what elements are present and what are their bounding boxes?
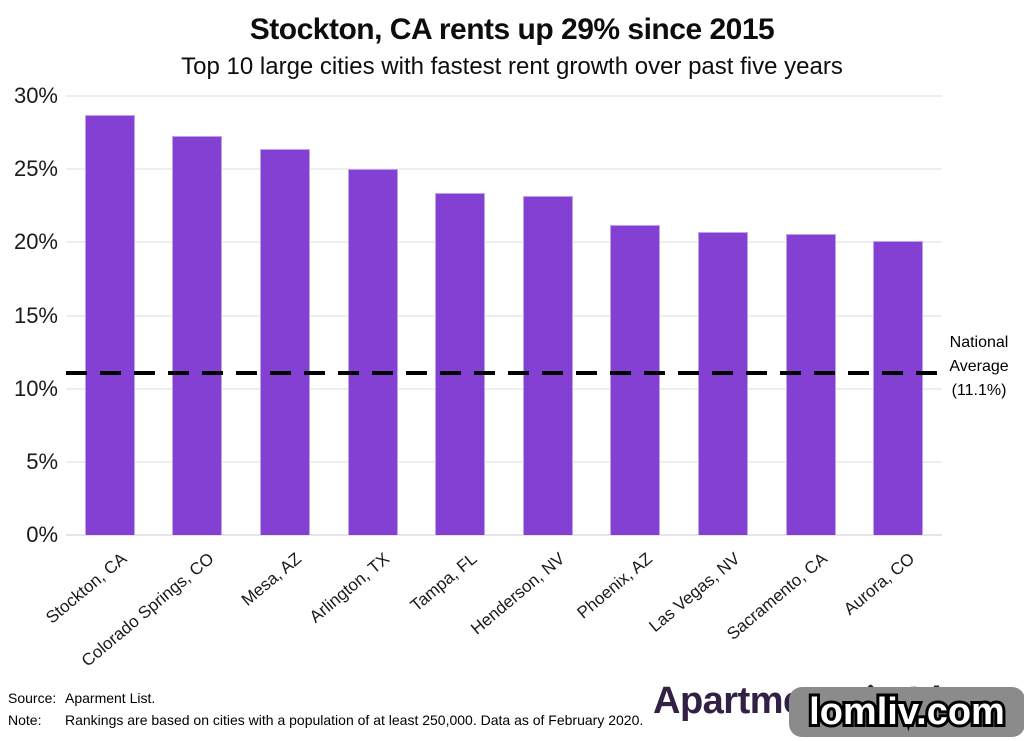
y-axis: 0% 5% 10% 15% 20% 25% 30% <box>0 84 58 547</box>
y-tick-label: 20% <box>13 229 58 255</box>
y-tick-label: 5% <box>26 448 58 474</box>
footer-notes: Source: Aparment List. Note: Rankings ar… <box>8 687 643 731</box>
source-text: Aparment List. <box>65 690 156 706</box>
bar-sacramento-ca <box>785 233 836 535</box>
x-tick-label: Arlington, TX <box>305 549 393 627</box>
national-average-label-line: (11.1%) <box>951 382 1007 399</box>
watermark-text: lomliv.com lomliv.com <box>806 690 1008 734</box>
national-average-line <box>66 370 942 375</box>
x-tick-label: Mesa, AZ <box>237 549 306 610</box>
x-tick-label: Colorado Springs, CO <box>78 549 218 671</box>
x-tick-label: Tampa, FL <box>406 549 481 616</box>
plot-area <box>66 95 942 536</box>
national-average-label: National Average (11.1%) <box>934 331 1024 403</box>
gridline <box>66 95 942 97</box>
note-text: Rankings are based on cities with a popu… <box>65 712 644 728</box>
gridline <box>66 168 942 171</box>
x-tick-label: Stockton, CA <box>41 549 131 628</box>
note-label: Note: <box>8 712 42 728</box>
y-tick-label: 25% <box>13 156 58 182</box>
bar-tampa-fl <box>435 192 486 535</box>
national-average-label-line: Average <box>949 358 1009 375</box>
y-tick-label: 0% <box>26 522 58 547</box>
chart-title: Stockton, CA rents up 29% since 2015 <box>249 13 775 46</box>
x-tick-label: Las Vegas, NV <box>644 549 744 636</box>
x-tick-label: Sacramento, CA <box>723 549 831 644</box>
bar-aurora-co <box>873 240 924 535</box>
gridline <box>66 387 942 390</box>
gridline <box>66 534 942 536</box>
x-tick-label: Aurora, CO <box>840 549 919 619</box>
chart-subtitle: Top 10 large cities with fastest rent gr… <box>181 53 843 80</box>
watermark-badge: lomliv.com lomliv.com <box>789 687 1024 737</box>
bar-las-vegas-nv <box>698 232 748 535</box>
y-tick-label: 15% <box>13 302 58 328</box>
bar-phoenix-az <box>610 224 661 535</box>
bar-stockton-ca <box>84 115 135 535</box>
bar-mesa-az <box>260 148 310 535</box>
bar-arlington-tx <box>347 169 398 535</box>
national-average-label-line: National <box>949 334 1009 351</box>
x-tick-label: Phoenix, AZ <box>573 549 656 623</box>
bar-henderson-nv <box>522 195 573 535</box>
bar-colorado-springs-co <box>172 135 223 535</box>
source-label: Source: <box>8 690 57 706</box>
y-tick-label: 10% <box>13 375 58 401</box>
gridline <box>66 241 942 244</box>
source-row: Source: Aparment List. <box>8 687 643 709</box>
gridline <box>66 460 942 463</box>
gridline <box>66 314 942 317</box>
y-tick-label: 30% <box>13 83 58 108</box>
x-tick-label: Henderson, NV <box>466 549 569 639</box>
note-row: Note: Rankings are based on cities with … <box>8 709 643 731</box>
